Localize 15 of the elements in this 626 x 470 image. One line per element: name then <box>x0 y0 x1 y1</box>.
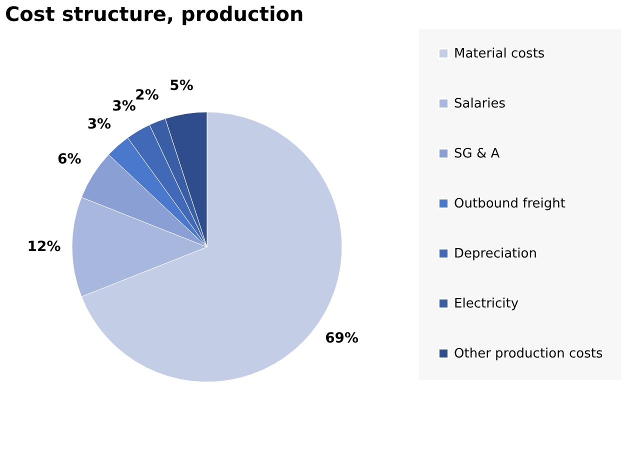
legend-label: Outbound freight <box>454 196 566 212</box>
legend-label: Other production costs <box>454 346 603 362</box>
data-label: 3% <box>112 98 136 115</box>
legend-label: Salaries <box>454 96 506 112</box>
legend-label: Electricity <box>454 296 519 312</box>
data-label: 2% <box>135 87 159 104</box>
data-label: 12% <box>27 239 61 255</box>
data-label: 5% <box>170 78 194 94</box>
data-label: 69% <box>325 330 359 347</box>
legend-label: Material costs <box>454 46 545 62</box>
data-label: 6% <box>57 152 82 168</box>
legend-label: SG & A <box>454 146 500 162</box>
legend-label: Depreciation <box>454 246 537 262</box>
chart-title: Cost structure, production <box>5 2 304 26</box>
data-label: 3% <box>87 116 112 133</box>
